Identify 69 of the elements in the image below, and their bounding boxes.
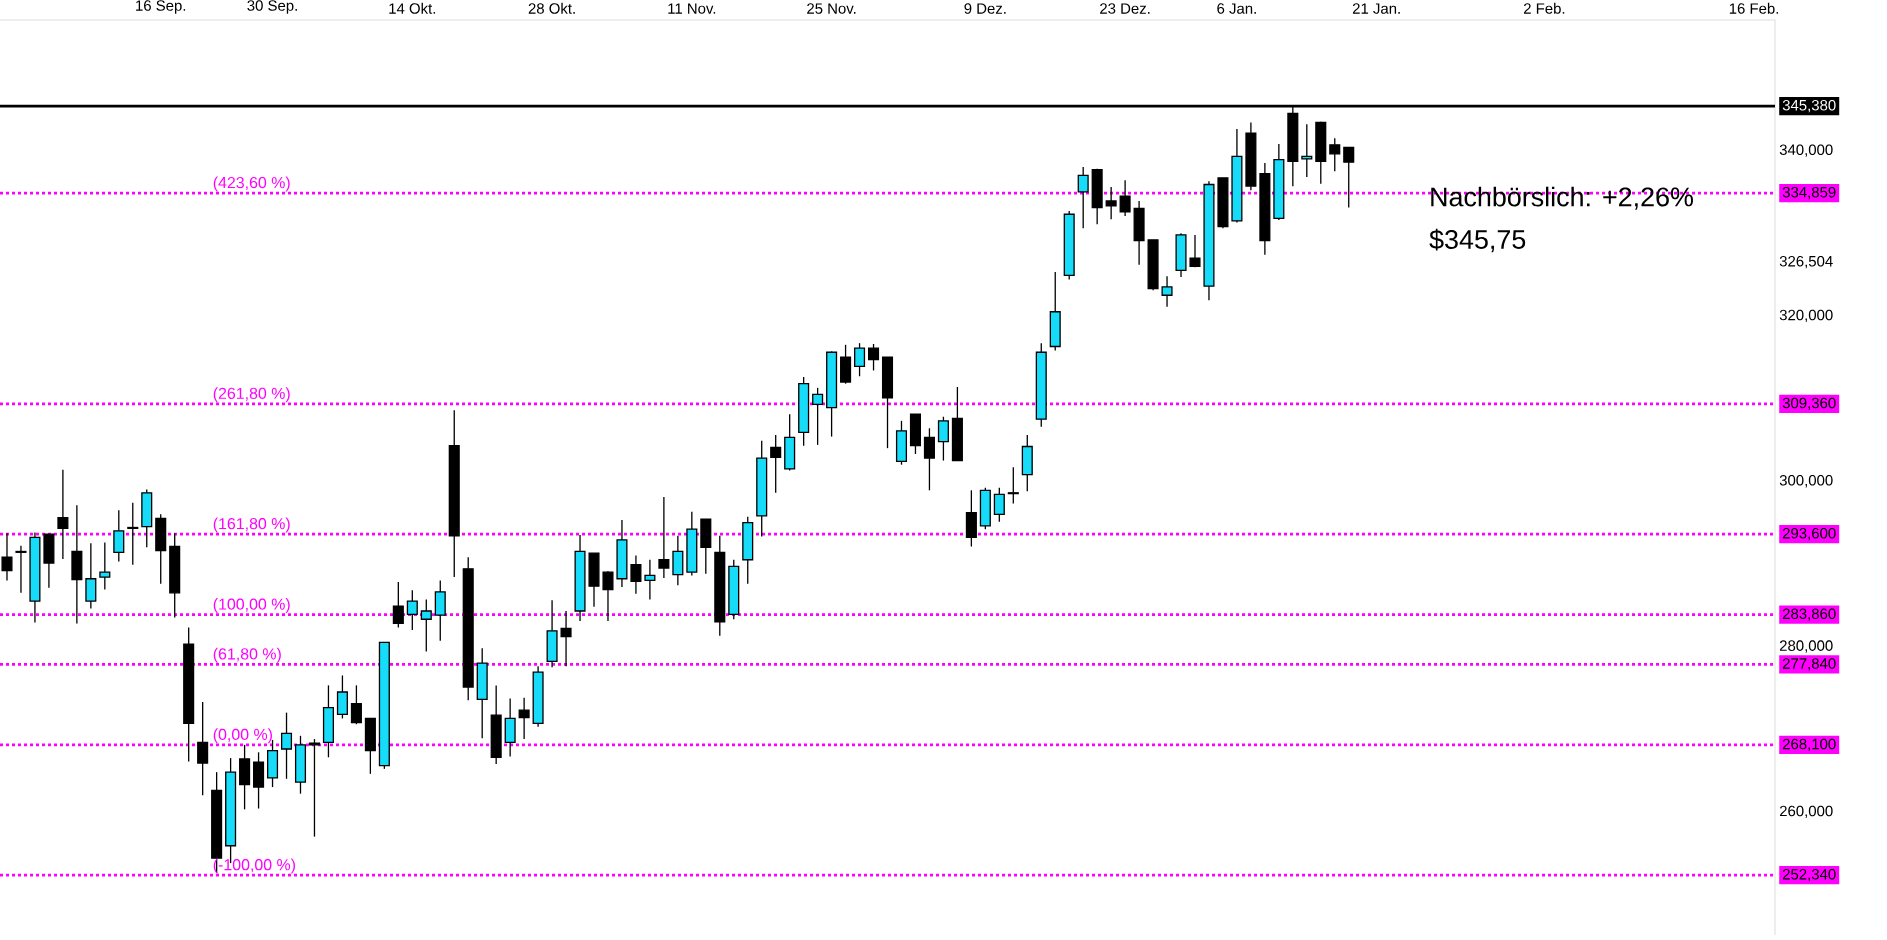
annotation: (100,00 %) bbox=[213, 598, 290, 613]
candlestick bbox=[280, 712, 293, 780]
x-tick-label: 30 Sep. bbox=[247, 0, 297, 14]
y-tick-label: 320,000 bbox=[1779, 309, 1833, 323]
x-tick-label: 6 Jan. bbox=[1217, 3, 1256, 14]
candlestick bbox=[448, 409, 460, 578]
x-tick-label: 11 Nov. bbox=[668, 3, 716, 14]
candlestick bbox=[1189, 234, 1201, 267]
candlestick bbox=[1273, 143, 1285, 221]
x-tick-label: 2 Feb. bbox=[1523, 2, 1565, 14]
candlestick bbox=[1203, 180, 1215, 301]
candlestick bbox=[532, 665, 544, 728]
candlestick bbox=[658, 496, 670, 579]
x-tick-label: 9 Dez. bbox=[964, 3, 1006, 14]
annotation: (0,00 %) bbox=[213, 728, 272, 744]
x-tick-label: 16 Feb. bbox=[1729, 2, 1779, 14]
x-tick-label: 25 Nov. bbox=[807, 3, 856, 14]
candlestick bbox=[1161, 275, 1173, 308]
y-tick-label: 293,600 bbox=[1782, 527, 1836, 541]
y-tick-label: 280,000 bbox=[1779, 640, 1833, 653]
y-tick-label: 326,504 bbox=[1779, 255, 1833, 269]
candlestick bbox=[197, 701, 209, 796]
y-tick-label: 277,840 bbox=[1782, 658, 1836, 671]
candlestick bbox=[574, 534, 586, 622]
candlestick bbox=[630, 554, 642, 595]
candlestick bbox=[616, 519, 628, 588]
candlestick bbox=[1133, 200, 1145, 266]
y-tick-label: 252,340 bbox=[1782, 868, 1836, 882]
candlestick bbox=[826, 351, 838, 438]
annotation: (423,60 %) bbox=[213, 176, 290, 192]
candlestick bbox=[15, 545, 27, 594]
candlestick bbox=[1301, 123, 1313, 178]
annotation: $345,75 bbox=[1429, 228, 1526, 253]
annotation: Nachbörslich: +2,26% bbox=[1431, 186, 1693, 210]
candlestick bbox=[1, 532, 13, 582]
y-tick-label: 309,360 bbox=[1782, 397, 1836, 411]
x-tick-label: 21 Jan. bbox=[1352, 3, 1400, 14]
annotation: (61,80 %) bbox=[213, 647, 281, 663]
annotation: (161,80 %) bbox=[213, 517, 290, 533]
candlestick bbox=[1105, 186, 1117, 220]
candlestick bbox=[1259, 162, 1271, 256]
candlestick bbox=[560, 610, 572, 668]
y-tick-label: 283,860 bbox=[1782, 608, 1836, 621]
y-tick-label: 340,000 bbox=[1779, 144, 1833, 157]
candlestick bbox=[546, 599, 558, 668]
candlestick bbox=[1245, 121, 1257, 191]
y-tick-label: 334,859 bbox=[1782, 186, 1836, 200]
candlestick bbox=[57, 468, 69, 560]
candlestick bbox=[71, 504, 83, 625]
candlestick bbox=[127, 502, 139, 566]
annotation: (261,80 %) bbox=[213, 387, 290, 403]
candlestick bbox=[504, 697, 516, 758]
candlestick bbox=[1049, 271, 1061, 352]
y-tick-label: 345,380 bbox=[1782, 99, 1836, 113]
y-tick-label: 260,000 bbox=[1779, 805, 1833, 819]
candlestick bbox=[392, 581, 404, 629]
x-tick-label: 16 Sep. bbox=[136, 0, 186, 14]
candlestick bbox=[1231, 128, 1243, 224]
x-tick-label: 28 Okt. bbox=[528, 2, 575, 14]
candlestick bbox=[1175, 232, 1187, 278]
candlestick bbox=[29, 531, 41, 624]
candlestick bbox=[644, 559, 656, 601]
y-tick-label: 268,100 bbox=[1782, 738, 1836, 752]
x-tick-label: 14 Okt. bbox=[389, 2, 436, 14]
candlestick bbox=[1119, 179, 1131, 217]
candlestick bbox=[672, 535, 684, 587]
y-tick-label: 300,000 bbox=[1779, 475, 1833, 488]
candlestick bbox=[518, 697, 530, 740]
x-tick-label: 23 Dez. bbox=[1100, 3, 1150, 14]
